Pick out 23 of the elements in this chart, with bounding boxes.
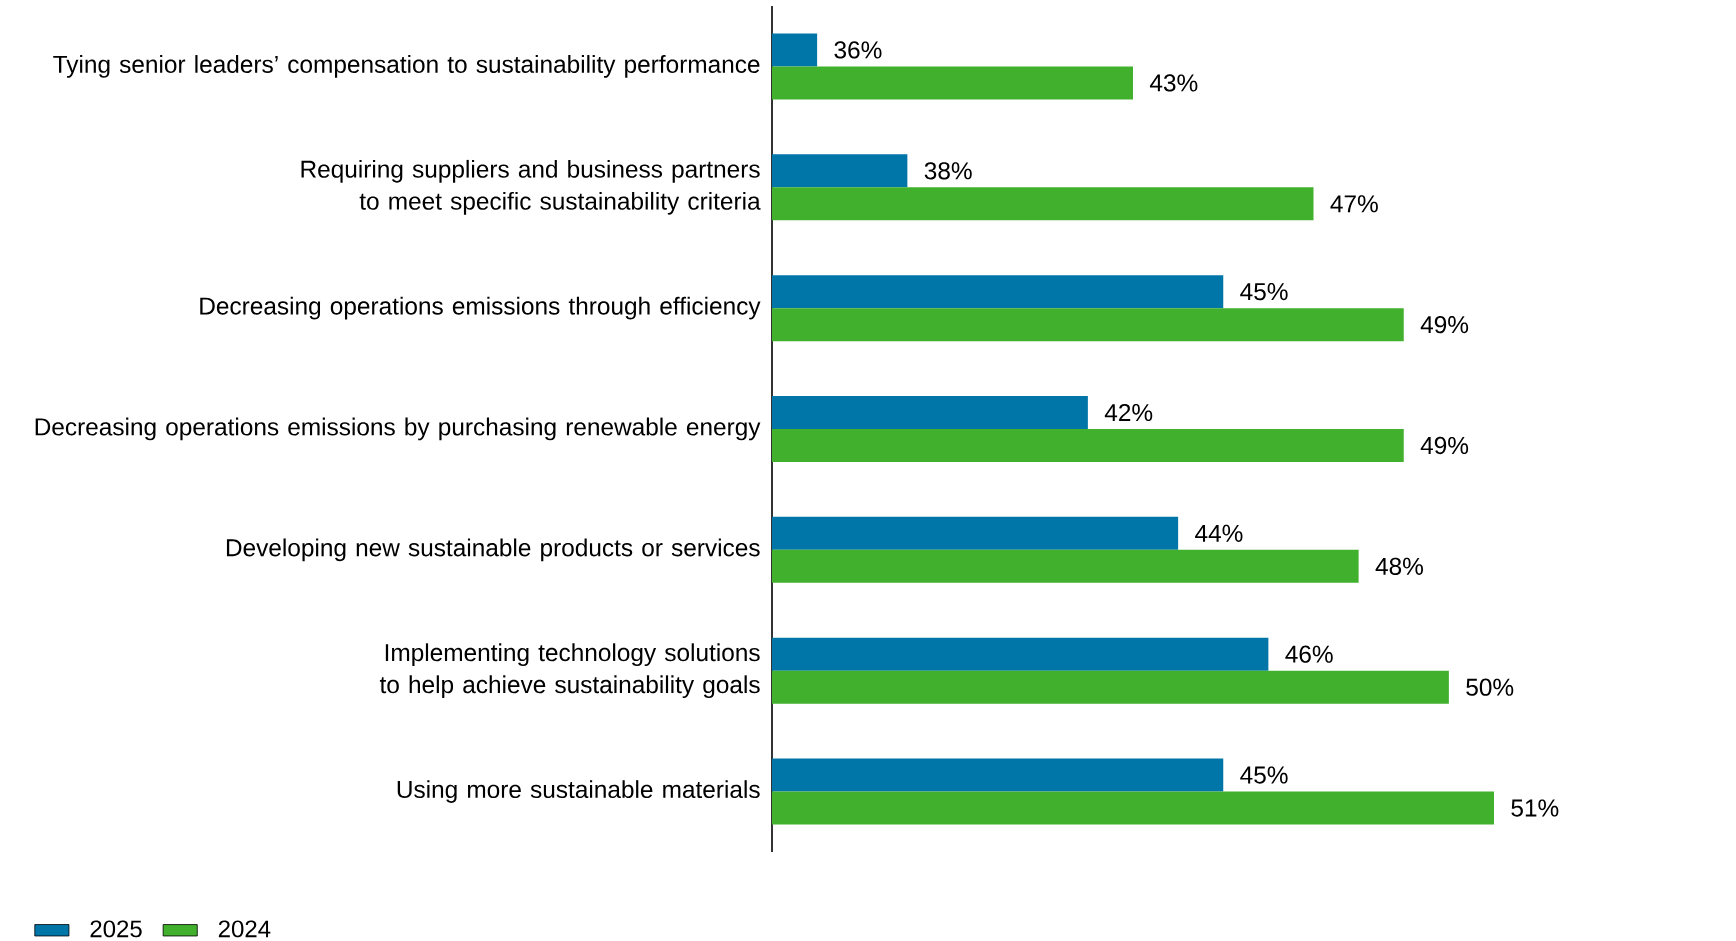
y-tick-label: Implementing technology solutions to help achieve sustainability goals [379, 643, 760, 699]
data-label: 44% [1195, 524, 1243, 542]
data-label: 43% [1149, 74, 1198, 92]
data-label: 50% [1466, 678, 1514, 696]
data-label: 42% [1104, 403, 1153, 422]
data-label: 47% [1330, 195, 1378, 213]
legend-label: 2024 [218, 920, 271, 938]
data-label: 46% [1285, 645, 1333, 663]
data-label: 48% [1375, 557, 1423, 575]
data-label: 51% [1511, 799, 1559, 817]
y-tick-label: Requiring suppliers and business partners to meet specific sustainability criteria [301, 159, 761, 215]
data-label: 45% [1240, 766, 1288, 784]
y-tick-label: Tying senior leaders’ compensation to sustainability performance [53, 55, 760, 78]
data-label: 45% [1240, 283, 1288, 301]
data-label: 49% [1420, 316, 1469, 334]
data-label: 49% [1420, 436, 1469, 455]
y-tick-label: Decreasing operations emissions by purchasing renewable energy [35, 417, 761, 441]
y-tick-label: Using more sustainable materials [397, 780, 760, 803]
legend-label: 2025 [90, 920, 142, 938]
y-tick-label: Decreasing operations emissions through efficiency [200, 296, 761, 320]
data-label: 36% [834, 41, 882, 59]
data-label: 38% [924, 162, 972, 180]
y-tick-label: Developing new sustainable products or services [226, 538, 760, 562]
